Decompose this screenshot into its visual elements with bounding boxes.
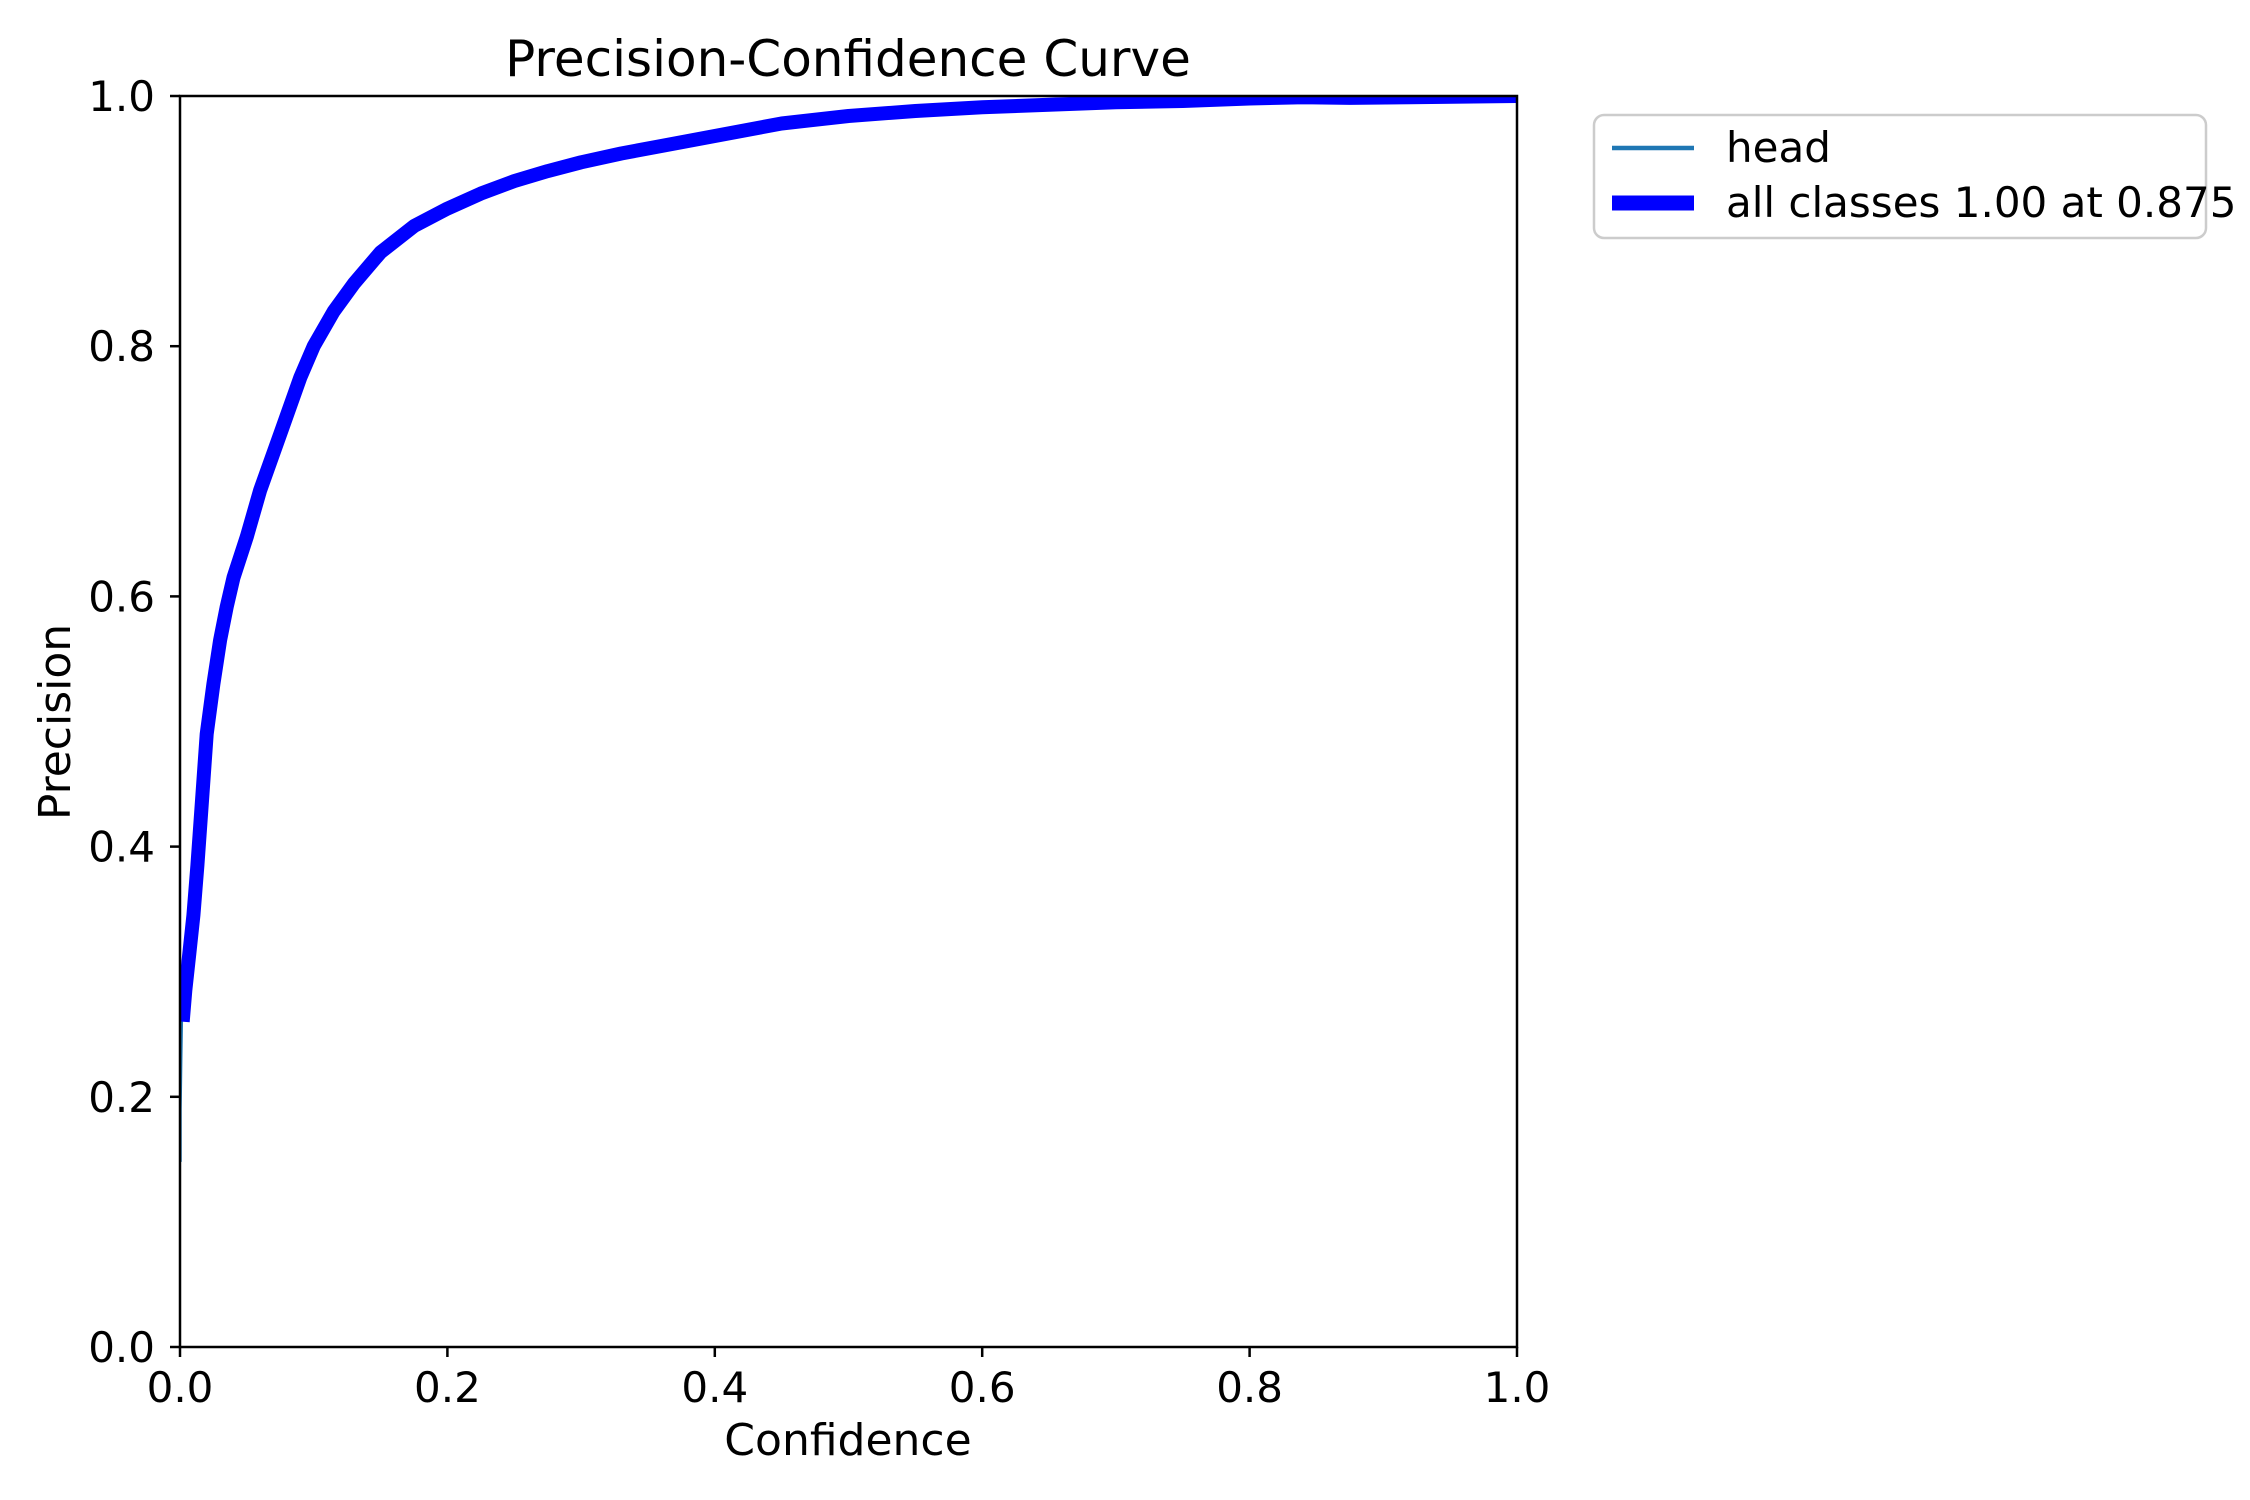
legend-label-head: head bbox=[1726, 123, 1831, 172]
x-tick-label: 0.2 bbox=[414, 1363, 481, 1412]
x-axis-label: Confidence bbox=[724, 1415, 971, 1466]
x-tick-label: 1.0 bbox=[1484, 1363, 1551, 1412]
y-tick-label: 0.8 bbox=[88, 322, 155, 371]
curve-group bbox=[180, 96, 1517, 1162]
curve-all bbox=[180, 96, 1517, 1023]
y-tick-label: 1.0 bbox=[88, 72, 155, 121]
x-tick-label: 0.4 bbox=[681, 1363, 748, 1412]
axes-group: 0.0 0.2 0.4 0.6 0.8 1.0 0.0 0.2 0.4 0.6 0.8 1.0 bbox=[88, 72, 1550, 1412]
y-tick-label: 0.6 bbox=[88, 572, 155, 621]
y-tick-label: 0.4 bbox=[88, 823, 155, 872]
x-tick-label: 0.0 bbox=[147, 1363, 214, 1412]
y-tick-label: 0.0 bbox=[88, 1323, 155, 1372]
plot-border bbox=[178, 94, 1519, 1349]
chart-title: Precision-Confidence Curve bbox=[505, 30, 1191, 88]
y-tick-label: 0.2 bbox=[88, 1073, 155, 1122]
legend: head all classes 1.00 at 0.875 bbox=[1592, 113, 2236, 240]
y-axis-label: Precision bbox=[30, 624, 81, 820]
legend-frame bbox=[1592, 113, 2208, 240]
legend-label-all-classes: all classes 1.00 at 0.875 bbox=[1726, 178, 2236, 227]
x-tick-label: 0.8 bbox=[1216, 1363, 1283, 1412]
x-tick-label: 0.6 bbox=[949, 1363, 1016, 1412]
